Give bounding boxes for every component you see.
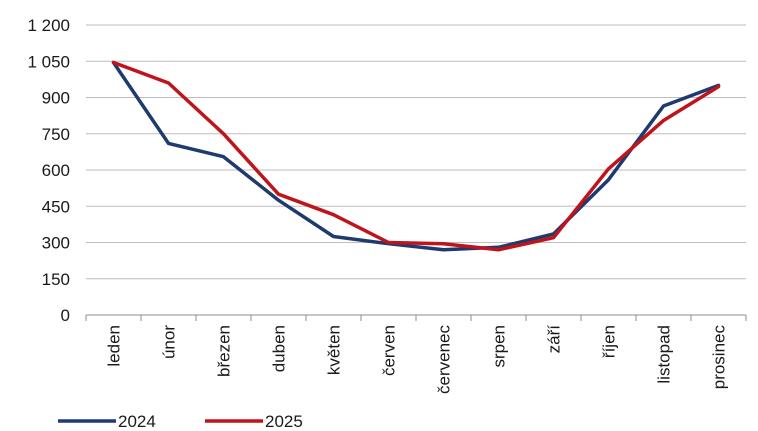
gridlines bbox=[86, 24, 746, 280]
x-axis-ticks: leden únor březen duben květen červen červenec… bbox=[85, 315, 747, 394]
y-tick-label: 750 bbox=[42, 125, 70, 144]
legend-label: 2024 bbox=[118, 412, 156, 431]
series-lines bbox=[111, 60, 721, 252]
x-tick-label: prosinec bbox=[710, 325, 729, 390]
legend-label: 2025 bbox=[265, 412, 303, 431]
y-tick-label: 900 bbox=[42, 89, 70, 108]
y-tick-label: 600 bbox=[42, 161, 70, 180]
series-line-2025 bbox=[111, 60, 721, 252]
x-tick-label: červenec bbox=[435, 325, 454, 394]
y-axis-ticks: 0 150 300 450 600 750 900 1 050 1 200 bbox=[27, 16, 70, 325]
y-tick-label: 1 200 bbox=[27, 16, 70, 35]
legend: 2024 2025 bbox=[58, 412, 303, 431]
x-tick-label: srpen bbox=[490, 325, 509, 368]
x-tick-label: duben bbox=[270, 325, 289, 372]
x-tick-label: březen bbox=[215, 325, 234, 377]
x-tick-label: květen bbox=[325, 325, 344, 375]
y-tick-label: 1 050 bbox=[27, 52, 70, 71]
x-tick-label: únor bbox=[160, 325, 179, 359]
y-tick-label: 150 bbox=[42, 270, 70, 289]
x-tick-label: říjen bbox=[600, 325, 619, 358]
y-tick-label: 0 bbox=[61, 306, 70, 325]
x-tick-label: leden bbox=[105, 325, 124, 367]
x-tick-label: září bbox=[545, 325, 564, 354]
series-line-2024 bbox=[111, 60, 721, 252]
y-tick-label: 300 bbox=[42, 234, 70, 253]
y-tick-label: 450 bbox=[42, 197, 70, 216]
x-tick-label: červen bbox=[380, 325, 399, 376]
x-tick-label: listopad bbox=[655, 325, 674, 384]
